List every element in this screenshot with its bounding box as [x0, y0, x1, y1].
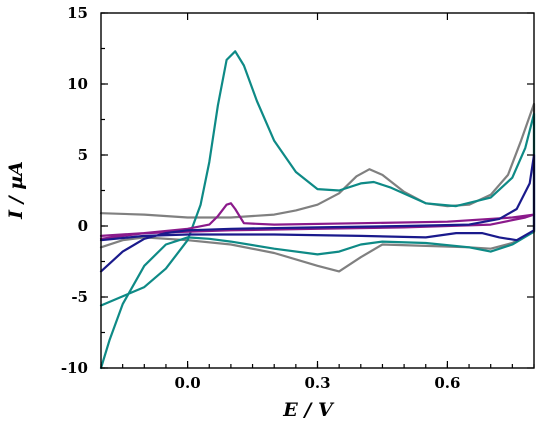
x-tick-label: 0.3: [304, 374, 330, 392]
y-axis-title: I / µA: [5, 161, 27, 220]
y-tick-label: 15: [67, 4, 88, 22]
x-axis-ticks: 0.0 0.3 0.6: [100, 13, 535, 392]
x-tick-label: 0.6: [434, 374, 460, 392]
y-tick-label: -10: [61, 359, 88, 377]
y-tick-label: 10: [67, 75, 88, 93]
y-tick-label: -5: [71, 288, 88, 306]
plot-frame: [100, 12, 535, 369]
series-line-2: [99, 50, 536, 370]
y-axis-ticks: -10 -5 0 5 10 15: [61, 4, 534, 377]
series-line-1: [99, 102, 536, 273]
y-tick-label: 5: [78, 146, 88, 164]
series-line-4: [99, 153, 536, 273]
y-tick-label: 0: [78, 217, 88, 235]
series-line-3: [99, 202, 536, 240]
plot-curves: [99, 50, 536, 370]
x-axis-title: E / V: [282, 399, 335, 421]
x-tick-label: 0.0: [175, 374, 201, 392]
